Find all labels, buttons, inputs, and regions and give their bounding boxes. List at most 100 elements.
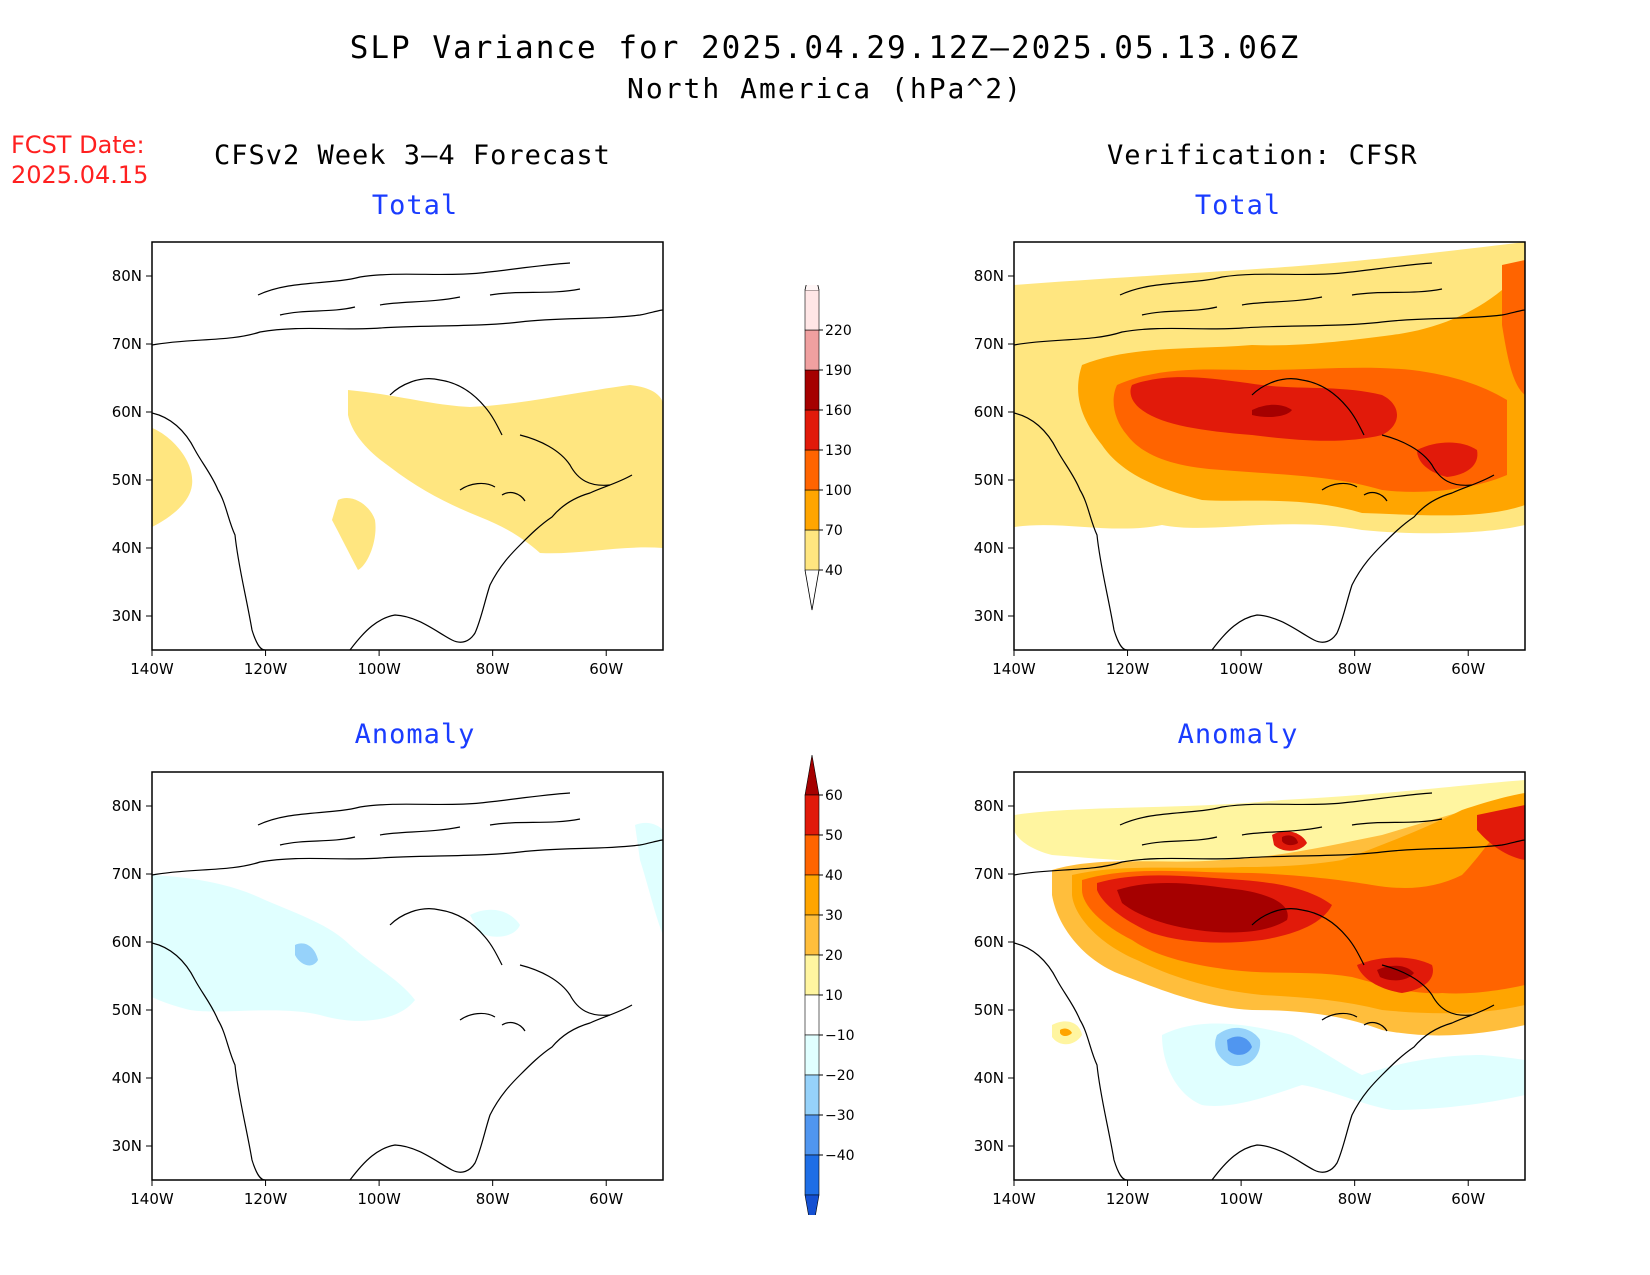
colorbar-total-label: 40 (825, 563, 843, 579)
verif-total-label: Total (1194, 190, 1282, 221)
lat-tick-label: 80N (112, 267, 142, 285)
forecast-anomaly-contours (152, 822, 663, 1021)
coastline (1014, 792, 1525, 1180)
colorbar-total-swatch (804, 409, 820, 451)
colorbar-anomaly-swatch (804, 1034, 820, 1076)
lat-tick-label: 40N (112, 1069, 142, 1087)
colorbar-anomaly: 60 50 40 30 20 10 −10 −20 −30 −40 (804, 755, 855, 1215)
colorbar-total-swatch (804, 289, 820, 331)
colorbar-anomaly-swatch (804, 1114, 820, 1156)
lat-tick-label: 80N (112, 797, 142, 815)
lon-tick-label: 80W (476, 660, 510, 678)
chart-subtitle: North America (hPa^2) (626, 72, 1023, 105)
colorbar-anomaly-swatch (804, 914, 820, 956)
lon-tick-label: 60W (589, 1190, 623, 1208)
lat-tick-label: 30N (112, 607, 142, 625)
colorbar-anomaly-swatch (804, 954, 820, 996)
verif-total-contours (1014, 242, 1525, 534)
lat-tick-label: 50N (974, 1001, 1004, 1019)
chart-title: SLP Variance for 2025.04.29.12Z–2025.05.… (349, 30, 1301, 66)
colorbar-anomaly-label: 30 (825, 908, 843, 924)
verif-total-axes: 140W 120W 100W 80W 60W 80N 70N 60N 50N 40N 30N (974, 267, 1486, 678)
colorbar-anomaly-label: 20 (825, 948, 843, 964)
lat-tick-label: 50N (974, 471, 1004, 489)
lat-tick-label: 60N (112, 403, 142, 421)
lat-tick-label: 70N (112, 335, 142, 353)
colorbar-total-label: 130 (825, 443, 852, 459)
lat-tick-label: 40N (974, 539, 1004, 557)
colorbar-anomaly-swatch (804, 834, 820, 876)
lat-tick-label: 70N (974, 865, 1004, 883)
colorbar-anomaly-swatch (804, 1074, 820, 1116)
colorbar-anomaly-label: −10 (825, 1028, 855, 1044)
colorbar-total: 40 70 100 130 160 190 220 (804, 285, 852, 611)
lat-tick-label: 60N (974, 933, 1004, 951)
lon-tick-label: 120W (244, 1190, 288, 1208)
colorbar-anomaly-label: 50 (825, 828, 843, 844)
verif-total-map: 140W 120W 100W 80W 60W 80N 70N 60N 50N 40N 30N (974, 241, 1526, 678)
lat-tick-label: 40N (112, 539, 142, 557)
lon-tick-label: 140W (992, 660, 1036, 678)
colorbar-anomaly-swatch (804, 874, 820, 916)
lon-tick-label: 60W (1451, 660, 1485, 678)
colorbar-anomaly-swatch (804, 794, 820, 836)
verif-anomaly-label: Anomaly (1177, 719, 1299, 750)
colorbar-anomaly-label: 40 (825, 868, 843, 884)
lat-tick-label: 60N (112, 933, 142, 951)
lat-tick-label: 70N (112, 865, 142, 883)
lon-tick-label: 60W (589, 660, 623, 678)
colorbar-anomaly-label: −30 (825, 1108, 855, 1124)
forecast-total-contours (152, 385, 663, 570)
lon-tick-label: 120W (244, 660, 288, 678)
colorbar-anomaly-label: 60 (825, 788, 843, 804)
forecast-total-axes: 140W 120W 100W 80W 60W 80N 70N 60N 50N 40N 30N (112, 267, 624, 678)
forecast-anomaly-label: Anomaly (354, 719, 476, 750)
colorbar-total-label: 220 (825, 323, 852, 339)
lon-tick-label: 120W (1106, 1190, 1150, 1208)
coastline (152, 262, 663, 650)
lon-tick-label: 140W (130, 660, 174, 678)
fcst-date-label: FCST Date: (11, 131, 145, 159)
lon-tick-label: 80W (1338, 660, 1372, 678)
forecast-total-label: Total (371, 190, 459, 221)
forecast-total-map: 140W 120W 100W 80W 60W 80N 70N 60N 50N 40N 30N (112, 241, 664, 678)
verification-heading: Verification: CFSR (1107, 140, 1418, 171)
forecast-anomaly-axes: 140W 120W 100W 80W 60W 80N 70N 60N 50N 40N 30N (112, 797, 624, 1208)
colorbar-total-swatch (804, 529, 820, 571)
lon-tick-label: 120W (1106, 660, 1150, 678)
lon-tick-label: 100W (357, 1190, 401, 1208)
colorbar-anomaly-swatch (804, 1154, 820, 1196)
verif-anomaly-axes: 140W 120W 100W 80W 60W 80N 70N 60N 50N 40N 30N (974, 797, 1486, 1208)
lat-tick-label: 50N (112, 1001, 142, 1019)
lat-tick-label: 60N (974, 403, 1004, 421)
lat-tick-label: 40N (974, 1069, 1004, 1087)
lon-tick-label: 80W (476, 1190, 510, 1208)
lat-tick-label: 50N (112, 471, 142, 489)
colorbar-anomaly-label: −40 (825, 1148, 855, 1164)
forecast-anomaly-map: 140W 120W 100W 80W 60W 80N 70N 60N 50N 40N 30N (112, 771, 664, 1208)
forecast-heading: CFSv2 Week 3–4 Forecast (214, 140, 611, 171)
lon-tick-label: 80W (1338, 1190, 1372, 1208)
colorbar-total-label: 190 (825, 363, 852, 379)
colorbar-total-swatch (804, 449, 820, 491)
colorbar-anomaly-swatch (804, 994, 820, 1036)
lat-tick-label: 80N (974, 797, 1004, 815)
fcst-date-value: 2025.04.15 (11, 161, 149, 189)
verif-anomaly-map: 140W 120W 100W 80W 60W 80N 70N 60N 50N 40N 30N (974, 771, 1526, 1208)
colorbar-total-label: 70 (825, 523, 843, 539)
coastline (152, 792, 663, 1180)
lon-tick-label: 140W (130, 1190, 174, 1208)
lon-tick-label: 100W (1219, 1190, 1263, 1208)
lat-tick-label: 30N (974, 607, 1004, 625)
lat-tick-label: 30N (112, 1137, 142, 1155)
colorbar-total-swatch (804, 489, 820, 531)
lon-tick-label: 100W (357, 660, 401, 678)
lon-tick-label: 60W (1451, 1190, 1485, 1208)
colorbar-total-swatch (804, 369, 820, 411)
colorbar-anomaly-label: 10 (825, 988, 843, 1004)
lat-tick-label: 70N (974, 335, 1004, 353)
verif-anomaly-contours (1014, 780, 1525, 1110)
lat-tick-label: 80N (974, 267, 1004, 285)
coastline (1014, 262, 1525, 650)
colorbar-total-swatch (804, 329, 820, 371)
